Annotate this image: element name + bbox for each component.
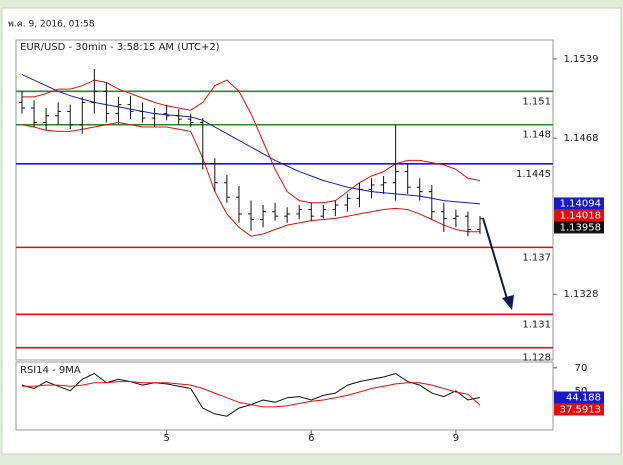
y-tick-label: 1.1539	[564, 54, 599, 65]
level-label: 1.151	[522, 96, 551, 107]
chart-title: EUR/USD - 30min - 3:58:15 AM (UTC+2)	[20, 42, 220, 53]
price-tag	[554, 209, 604, 222]
forecast-arrow	[482, 217, 514, 310]
price-tag-label: 37.5913	[560, 405, 601, 416]
level-label: 1.148	[522, 130, 551, 141]
timestamp: พ.ค. 9, 2016, 01:58	[8, 20, 95, 30]
indicator-line	[22, 79, 481, 204]
level-label: 1.128	[522, 353, 551, 364]
level-label: 1.137	[522, 252, 551, 263]
rsi-title: RSI14 - 9MA	[20, 365, 81, 376]
indicator-line	[21, 121, 480, 237]
price-tag	[554, 391, 604, 404]
x-tick-label: 9	[453, 433, 459, 444]
y-tick-label: 1.1328	[564, 289, 599, 300]
price-tag	[554, 221, 604, 234]
x-tick-label: 6	[308, 433, 314, 444]
price-tag-label: 1.14094	[560, 198, 601, 209]
y-tick-label: 1.1468	[564, 133, 599, 144]
x-tick-label: 5	[163, 433, 169, 444]
y-tick-label: 70	[575, 363, 588, 374]
indicator-line	[22, 381, 481, 408]
level-label: 1.131	[522, 319, 551, 330]
price-tag	[554, 403, 604, 416]
price-tag-label: 1.14018	[560, 210, 601, 221]
price-panel	[15, 39, 554, 361]
price-tag-label: 1.13958	[560, 222, 601, 233]
price-tag-label: 44.188	[566, 393, 601, 404]
level-label: 1.1445	[516, 169, 551, 180]
rsi-panel	[15, 361, 554, 431]
price-tag	[554, 197, 604, 210]
y-tick-label: 50	[575, 386, 588, 397]
indicator-line	[21, 74, 481, 205]
